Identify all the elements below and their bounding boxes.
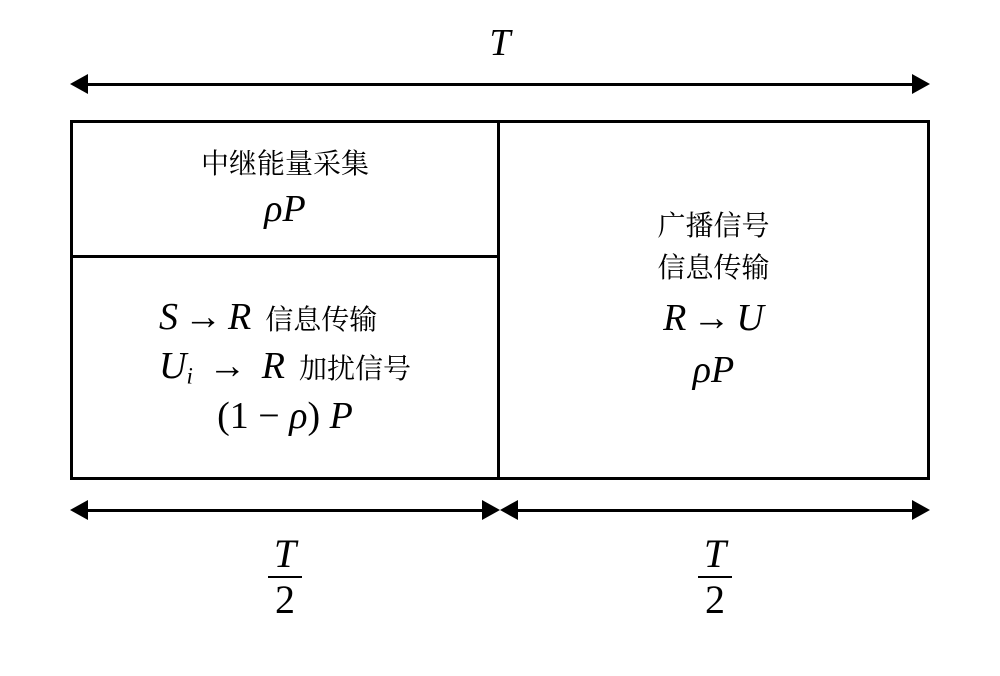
protocol-table: 中继能量采集 ρP S→R 信息传输 Ui → R 加扰信号 (1 − ρ) P: [70, 120, 930, 480]
s2r-stack: S→R 信息传输 Ui → R 加扰信号 (1 − ρ) P: [159, 294, 411, 441]
frac-den: 2: [699, 578, 731, 620]
energy-harvest-cell: 中继能量采集 ρP: [73, 123, 497, 258]
bottom-left-half: T 2: [70, 500, 500, 620]
s2r-line3: (1 − ρ) P: [217, 393, 353, 441]
arrow-right-icon: [912, 500, 930, 520]
s2r-line1: S→R 信息传输: [159, 294, 377, 342]
top-span: T: [70, 20, 930, 94]
bottom-left-label: T 2: [268, 534, 302, 620]
s2r-line2-cn: 加扰信号: [299, 349, 411, 387]
bottom-right-label: T 2: [698, 534, 732, 620]
arrow-right-icon: [482, 500, 500, 520]
arrow-line: [80, 509, 490, 512]
arrow-line: [510, 509, 920, 512]
broadcast-label-2: 信息传输: [657, 248, 769, 286]
s2r-line1-math: S→R: [159, 294, 251, 342]
energy-harvest-power: ρP: [264, 186, 305, 234]
phase-2-column: 广播信号 信息传输 R→U ρP: [500, 123, 927, 477]
bottom-span-group: T 2 T 2: [70, 500, 930, 620]
bottom-right-arrow: [500, 500, 930, 520]
s2r-line2: Ui → R 加扰信号: [159, 343, 411, 391]
bottom-left-arrow: [70, 500, 500, 520]
arrow-line: [80, 83, 920, 86]
top-label-T: T: [70, 20, 930, 68]
s2r-line2-math: Ui → R: [159, 343, 285, 391]
bottom-right-half: T 2: [500, 500, 930, 620]
s2r-line3-math: (1 − ρ) P: [217, 393, 353, 441]
frac-den: 2: [269, 578, 301, 620]
arrow-right-icon: [912, 74, 930, 94]
frac-num: T: [268, 534, 302, 576]
top-double-arrow: [70, 74, 930, 94]
relay-to-user-math: R→U: [663, 295, 764, 343]
source-to-relay-cell: S→R 信息传输 Ui → R 加扰信号 (1 − ρ) P: [73, 258, 497, 477]
diagram-root: T 中继能量采集 ρP S→R 信息传输 Ui → R: [0, 0, 1000, 676]
phase-1-column: 中继能量采集 ρP S→R 信息传输 Ui → R 加扰信号 (1 − ρ) P: [73, 123, 500, 477]
s2r-line1-cn: 信息传输: [265, 300, 377, 338]
energy-harvest-label: 中继能量采集: [201, 144, 369, 182]
frac-num: T: [698, 534, 732, 576]
broadcast-label-1: 广播信号: [657, 206, 769, 244]
relay-power: ρP: [693, 347, 734, 395]
